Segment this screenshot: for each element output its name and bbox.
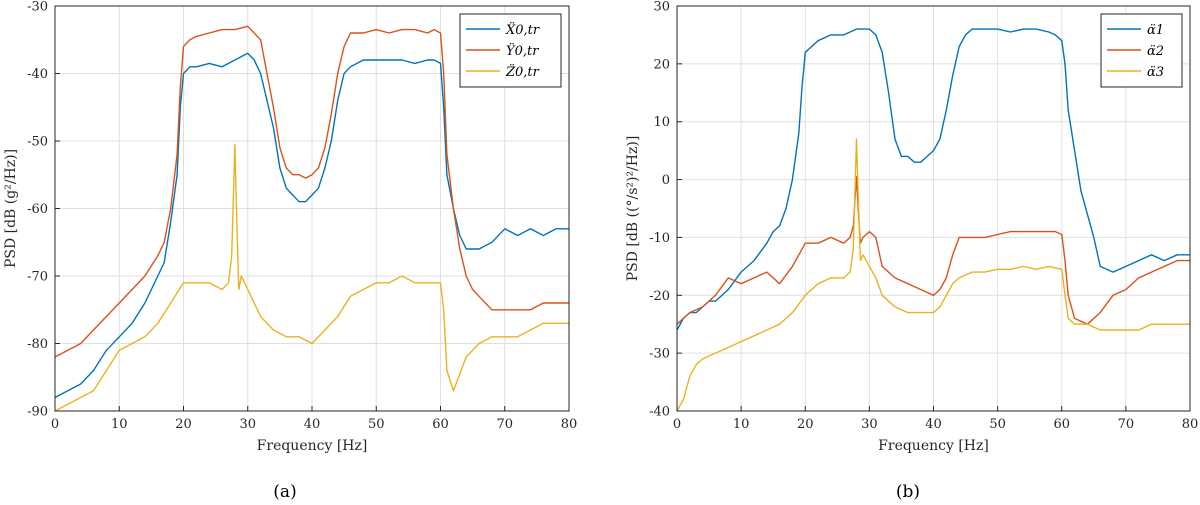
x-tick-label: 40 <box>925 417 942 432</box>
y-axis-label: PSD [dB ((°/s²)²/Hz)] <box>625 136 641 282</box>
legend-label: Ẍ0,tr <box>505 21 540 38</box>
y-tick-label: -30 <box>27 0 48 15</box>
series-line-2 <box>676 175 1190 325</box>
x-tick-label: 10 <box>111 417 128 432</box>
panel-caption: (b) <box>896 482 920 502</box>
x-tick-label: 80 <box>561 417 578 432</box>
x-axis-label: Frequency [Hz] <box>257 438 368 454</box>
legend: Ẍ0,tr Ÿ0,tr Z̈0,tr <box>459 13 562 88</box>
y-tick-label: -90 <box>27 405 48 420</box>
y-tick-label: -30 <box>649 347 670 362</box>
y-tick-label: 20 <box>653 57 670 72</box>
x-tick-label: 70 <box>496 417 513 432</box>
x-tick-label: 30 <box>861 417 878 432</box>
chart-panel-a: 0 10 20 30 40 50 60 70 80 -90 -80 -70 -60 -50 -40 -30 Fr… <box>3 0 577 502</box>
x-tick-label: 0 <box>51 417 59 432</box>
x-tick-label: 10 <box>733 417 750 432</box>
y-tick-label: -80 <box>27 337 48 352</box>
y-tick-label: -10 <box>649 231 670 246</box>
legend-label: α̈1 <box>1147 23 1164 38</box>
legend-label: Z̈0,tr <box>505 64 540 80</box>
y-tick-label: 0 <box>662 173 670 188</box>
x-tick-label: 60 <box>1053 417 1070 432</box>
x-tick-label: 0 <box>673 417 681 432</box>
y-tick-label: -60 <box>27 202 48 217</box>
x-tick-label: 70 <box>1118 417 1135 432</box>
series-line-1 <box>54 52 569 399</box>
x-tick-label: 50 <box>989 417 1006 432</box>
y-tick-label: -50 <box>27 135 48 150</box>
legend-label: α̈2 <box>1147 44 1164 59</box>
y-tick-label: -40 <box>27 67 48 82</box>
series-line-2 <box>54 25 569 358</box>
legend: α̈1 α̈2 α̈3 <box>1100 13 1183 88</box>
x-tick-label: 20 <box>175 417 192 432</box>
y-tick-label: -40 <box>649 405 670 420</box>
y-tick-label: 30 <box>653 0 670 15</box>
legend-label: Ÿ0,tr <box>506 42 539 59</box>
y-tick-label: -20 <box>649 289 670 304</box>
chart-panel-b: 0 10 20 30 40 50 60 70 80-40-30-20-100102030Freq… <box>625 0 1198 502</box>
x-axis-label: Frequency [Hz] <box>878 438 989 454</box>
y-tick-label: 10 <box>653 115 670 130</box>
x-tick-label: 30 <box>239 417 256 432</box>
x-tick-label: 40 <box>304 417 321 432</box>
series-line-3 <box>54 143 569 412</box>
y-tick-label: -70 <box>27 270 48 285</box>
legend-label: α̈3 <box>1147 65 1164 80</box>
y-axis-label: PSD [dB (g²/Hz)] <box>3 149 19 268</box>
x-tick-label: 50 <box>368 417 385 432</box>
x-tick-label: 60 <box>432 417 449 432</box>
series-line-1 <box>676 28 1190 331</box>
x-tick-label: 20 <box>797 417 814 432</box>
x-tick-label: 80 <box>1182 417 1199 432</box>
panel-caption: (a) <box>273 482 296 502</box>
series-line-3 <box>676 138 1190 412</box>
